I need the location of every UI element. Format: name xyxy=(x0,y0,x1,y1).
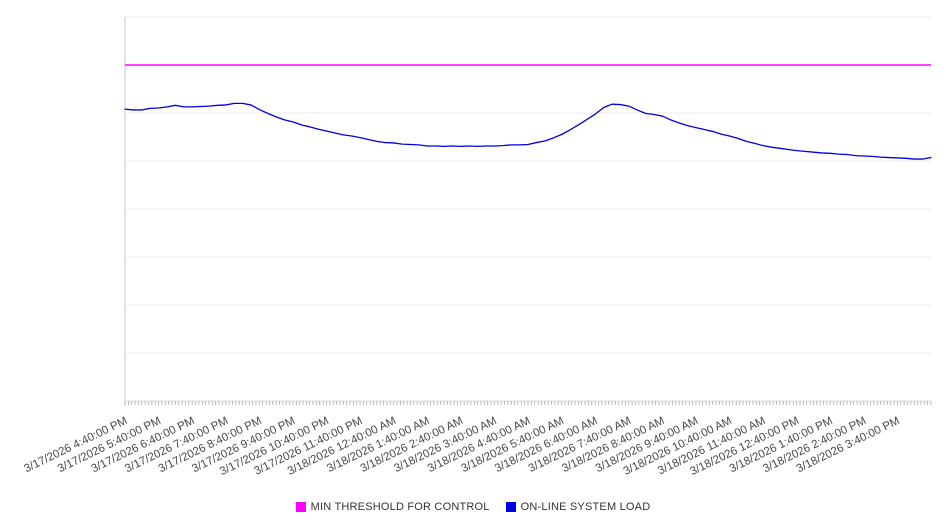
chart-legend: MIN THRESHOLD FOR CONTROL ON-LINE SYSTEM… xyxy=(0,495,946,519)
legend-label-min-threshold: MIN THRESHOLD FOR CONTROL xyxy=(310,501,490,513)
line-chart: 3/17/2026 4:40:00 PM3/17/2026 5:40:00 PM… xyxy=(22,16,932,478)
legend-swatch-online-system-load-icon xyxy=(505,502,516,512)
load-line xyxy=(124,102,932,160)
legend-item-online-system-load[interactable]: ON-LINE SYSTEM LOAD xyxy=(505,501,651,513)
legend-swatch-min-threshold-icon xyxy=(295,502,306,512)
legend-item-min-threshold[interactable]: MIN THRESHOLD FOR CONTROL xyxy=(295,501,490,513)
gridlines xyxy=(125,16,931,402)
x-axis-labels: 3/17/2026 4:40:00 PM3/17/2026 5:40:00 PM… xyxy=(22,415,901,478)
x-axis-minor-ticks xyxy=(124,401,932,405)
legend-label-online-system-load: ON-LINE SYSTEM LOAD xyxy=(520,501,651,513)
